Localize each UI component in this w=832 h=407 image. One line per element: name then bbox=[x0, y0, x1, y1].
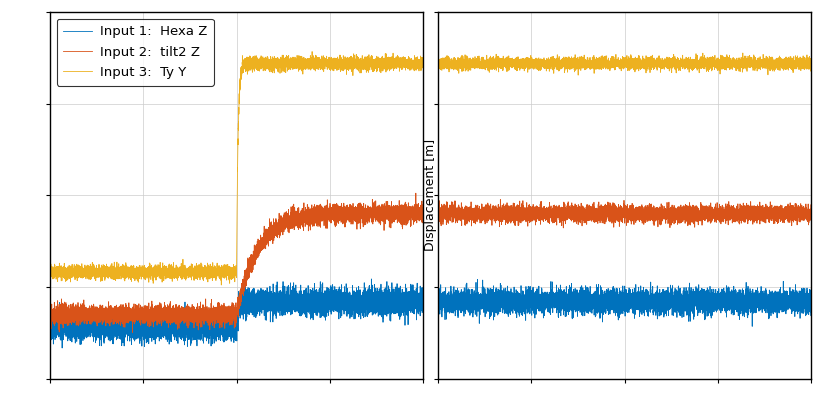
Input 1:  Hexa Z: (0.861, -0.456): Hexa Z: (0.861, -0.456) bbox=[366, 276, 376, 281]
Input 2:  tilt2 Z: (0.98, 0.0119): tilt2 Z: (0.98, 0.0119) bbox=[411, 191, 421, 196]
Input 1:  Hexa Z: (0.741, -0.608): Hexa Z: (0.741, -0.608) bbox=[322, 304, 332, 309]
Input 1:  Hexa Z: (0.592, -0.57): Hexa Z: (0.592, -0.57) bbox=[265, 297, 275, 302]
Legend: Input 1:  Hexa Z, Input 2:  tilt2 Z, Input 3:  Ty Y: Input 1: Hexa Z, Input 2: tilt2 Z, Input… bbox=[57, 19, 214, 85]
Input 3:  Ty Y: (0, -0.404): Ty Y: (0, -0.404) bbox=[45, 267, 55, 272]
Input 3:  Ty Y: (1, 0.73): Ty Y: (1, 0.73) bbox=[418, 59, 428, 64]
Input 1:  Hexa Z: (0.0328, -0.833): Hexa Z: (0.0328, -0.833) bbox=[57, 346, 67, 350]
Input 1:  Hexa Z: (0.635, -0.617): Hexa Z: (0.635, -0.617) bbox=[282, 306, 292, 311]
Input 1:  Hexa Z: (0.795, -0.649): Hexa Z: (0.795, -0.649) bbox=[342, 312, 352, 317]
Input 3:  Ty Y: (0.742, 0.74): Ty Y: (0.742, 0.74) bbox=[322, 57, 332, 62]
Input 1:  Hexa Z: (1, -0.507): Hexa Z: (1, -0.507) bbox=[418, 286, 428, 291]
Input 1:  Hexa Z: (0, -0.703): Hexa Z: (0, -0.703) bbox=[45, 322, 55, 326]
Text: Displacement [m]: Displacement [m] bbox=[424, 139, 437, 252]
Input 3:  Ty Y: (0.703, 0.785): Ty Y: (0.703, 0.785) bbox=[307, 49, 317, 54]
Input 2:  tilt2 Z: (0.0503, -0.634): tilt2 Z: (0.0503, -0.634) bbox=[64, 309, 74, 314]
Input 3:  Ty Y: (0.592, 0.74): Ty Y: (0.592, 0.74) bbox=[265, 57, 275, 62]
Input 2:  tilt2 Z: (0.741, -0.152): tilt2 Z: (0.741, -0.152) bbox=[322, 221, 332, 225]
Input 2:  tilt2 Z: (0, -0.651): tilt2 Z: (0, -0.651) bbox=[45, 312, 55, 317]
Line: Input 2:  tilt2 Z: Input 2: tilt2 Z bbox=[50, 193, 423, 333]
Input 2:  tilt2 Z: (0.592, -0.214): tilt2 Z: (0.592, -0.214) bbox=[265, 232, 275, 237]
Line: Input 3:  Ty Y: Input 3: Ty Y bbox=[50, 52, 423, 285]
Input 3:  Ty Y: (0.635, 0.72): Ty Y: (0.635, 0.72) bbox=[282, 61, 292, 66]
Input 3:  Ty Y: (0.362, -0.396): Ty Y: (0.362, -0.396) bbox=[180, 265, 190, 270]
Input 3:  Ty Y: (0.0503, -0.404): Ty Y: (0.0503, -0.404) bbox=[64, 267, 74, 272]
Input 1:  Hexa Z: (0.362, -0.66): Hexa Z: (0.362, -0.66) bbox=[180, 314, 190, 319]
Input 2:  tilt2 Z: (0.221, -0.748): tilt2 Z: (0.221, -0.748) bbox=[127, 330, 137, 335]
Input 3:  Ty Y: (0.459, -0.489): Ty Y: (0.459, -0.489) bbox=[216, 282, 226, 287]
Input 2:  tilt2 Z: (0.795, -0.119): tilt2 Z: (0.795, -0.119) bbox=[342, 214, 352, 219]
Line: Input 1:  Hexa Z: Input 1: Hexa Z bbox=[50, 279, 423, 348]
Input 2:  tilt2 Z: (0.362, -0.667): tilt2 Z: (0.362, -0.667) bbox=[180, 315, 190, 320]
Input 3:  Ty Y: (0.795, 0.741): Ty Y: (0.795, 0.741) bbox=[342, 57, 352, 62]
Input 2:  tilt2 Z: (1, -0.0859): tilt2 Z: (1, -0.0859) bbox=[418, 209, 428, 214]
Input 2:  tilt2 Z: (0.635, -0.166): tilt2 Z: (0.635, -0.166) bbox=[282, 223, 292, 228]
Input 1:  Hexa Z: (0.0504, -0.718): Hexa Z: (0.0504, -0.718) bbox=[64, 324, 74, 329]
